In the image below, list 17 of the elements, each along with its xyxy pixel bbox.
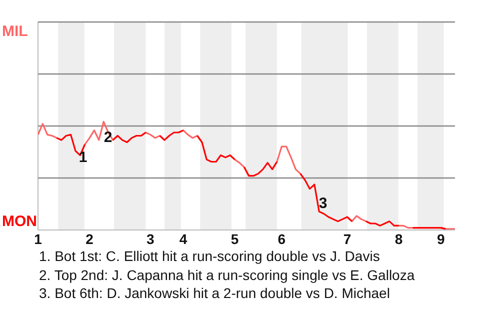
text: 3. Bot 6th: D. Jankowski hit a 2-run double vs D. Michael (39, 284, 391, 302)
annotation: 2 (103, 129, 113, 147)
x-tick-label: 1 (34, 230, 42, 247)
x-tick-label: 2 (86, 230, 94, 247)
text: MIL (2, 23, 28, 40)
x-tick-label: 8 (394, 230, 403, 247)
x-tick-label: 3 (146, 230, 155, 247)
x-tick-label: 5 (230, 230, 239, 247)
annotation: 1 (78, 149, 88, 167)
text: 1. Bot 1st: C. Elliott hit a run-scoring double vs J. Davis (39, 247, 381, 266)
x-tick-label: 9 (437, 230, 446, 247)
x-tick-label: 7 (343, 230, 352, 247)
x-tick-label: 6 (278, 230, 286, 247)
x-tick-label: 4 (179, 230, 188, 247)
text: MON (2, 213, 37, 230)
annotation: 3 (318, 195, 328, 213)
text: 2. Top 2nd: J. Capanna hit a run-scoring single vs E. Galloza (39, 266, 415, 284)
